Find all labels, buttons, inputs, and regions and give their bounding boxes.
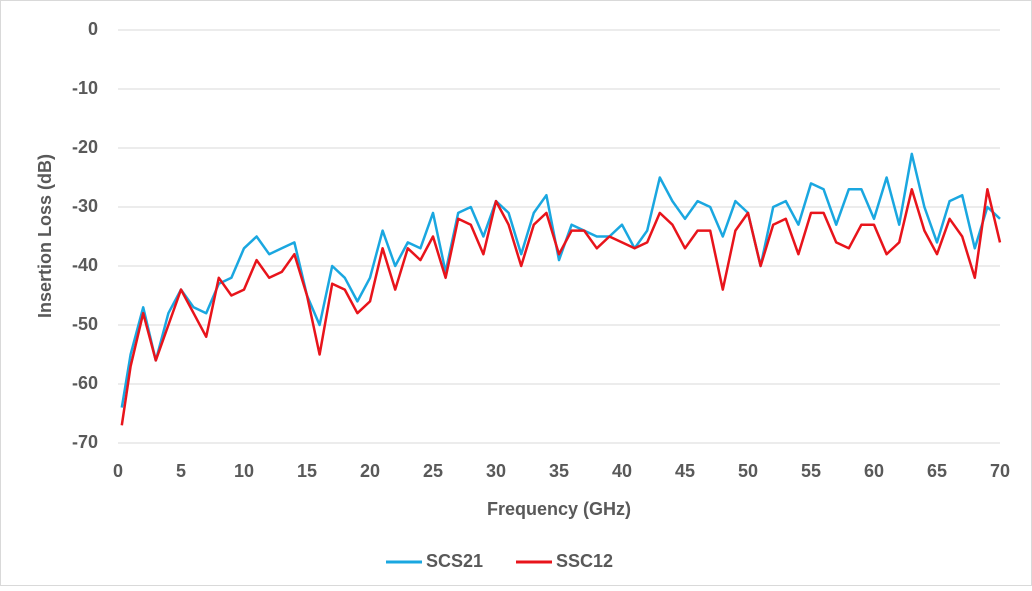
x-tick-label: 70: [990, 461, 1010, 481]
y-tick-label: -20: [72, 137, 98, 157]
series-line: [120, 188, 1002, 426]
x-tick-label: 45: [675, 461, 695, 481]
x-tick-label: 60: [864, 461, 884, 481]
x-tick-label: 40: [612, 461, 632, 481]
x-tick-label: 15: [297, 461, 317, 481]
x-tick-label: 30: [486, 461, 506, 481]
x-tick-label: 55: [801, 461, 821, 481]
x-tick-label: 25: [423, 461, 443, 481]
x-tick-label: 65: [927, 461, 947, 481]
y-axis-label: Insertion Loss (dB): [35, 154, 55, 318]
legend-label: SCS21: [426, 551, 483, 571]
x-tick-label: 10: [234, 461, 254, 481]
y-tick-label: -40: [72, 255, 98, 275]
y-tick-label: -70: [72, 432, 98, 452]
x-axis-label: Frequency (GHz): [487, 499, 631, 519]
y-tick-label: 0: [88, 19, 98, 39]
x-tick-label: 35: [549, 461, 569, 481]
y-tick-label: -50: [72, 314, 98, 334]
legend-label: SSC12: [556, 551, 613, 571]
y-tick-label: -60: [72, 373, 98, 393]
x-tick-label: 0: [113, 461, 123, 481]
x-tick-label: 50: [738, 461, 758, 481]
series-line: [120, 152, 1001, 408]
x-tick-label: 20: [360, 461, 380, 481]
y-tick-label: -30: [72, 196, 98, 216]
x-tick-label: 5: [176, 461, 186, 481]
y-tick-label: -10: [72, 78, 98, 98]
